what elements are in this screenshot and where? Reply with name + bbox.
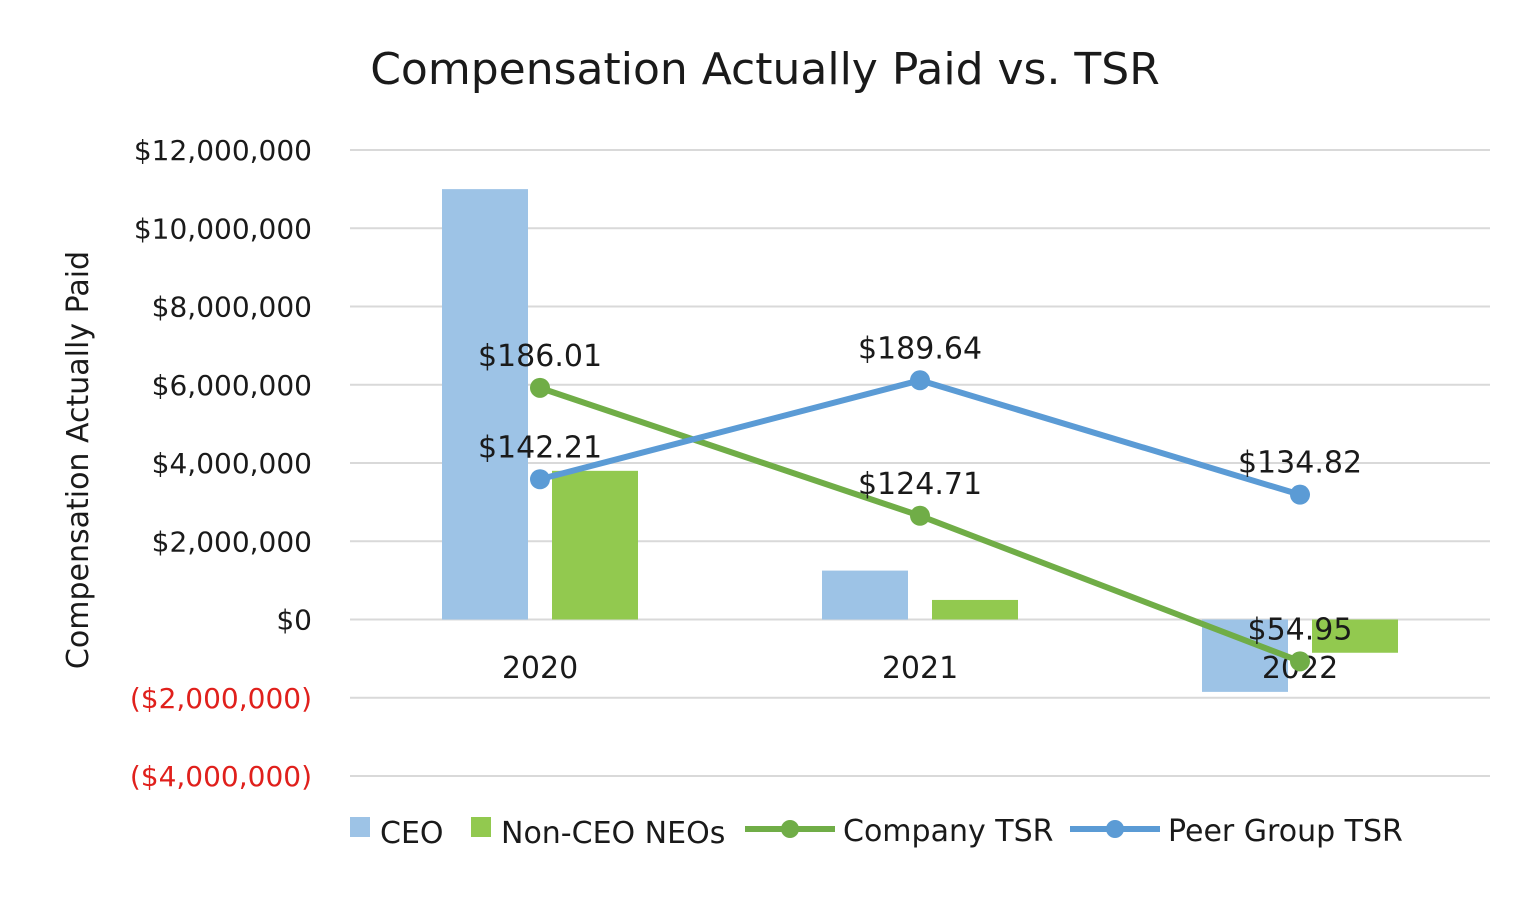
data-label-peer-group-tsr-2022: $134.82 <box>1238 446 1362 481</box>
y-tick-label: $8,000,000 <box>152 291 312 324</box>
bar-ceo-2020 <box>442 189 528 620</box>
point-company-tsr-2020 <box>530 377 550 398</box>
y-tick-label: $2,000,000 <box>152 525 312 558</box>
bar-ceo-2021 <box>822 570 908 620</box>
data-label-company-tsr-2020: $186.01 <box>478 339 602 374</box>
legend-label-non-ceo-neos: Non-CEO NEOs <box>501 816 725 851</box>
bars <box>442 189 1398 692</box>
y-axis-ticks: $12,000,000 $10,000,000 $8,000,000 $6,000,0… <box>130 134 312 793</box>
data-label-peer-group-tsr-2020: $142.21 <box>478 430 602 465</box>
legend-marker-company-tsr <box>781 820 799 838</box>
bar-non-ceo-neos-2022 <box>1312 619 1398 653</box>
x-tick-label: 2021 <box>882 651 958 686</box>
y-tick-label: ($2,000,000) <box>130 682 312 715</box>
data-label-peer-group-tsr-2021: $189.64 <box>858 331 982 366</box>
y-tick-label: $6,000,000 <box>152 369 312 402</box>
legend-swatch-non-ceo-neos <box>471 817 491 837</box>
legend: CEO Non-CEO NEOs Company TSR Peer Group TSR <box>350 814 1403 851</box>
data-label-company-tsr-2021: $124.71 <box>858 467 982 502</box>
y-tick-label: $10,000,000 <box>134 212 312 245</box>
legend-label-peer-group-tsr: Peer Group TSR <box>1168 814 1403 849</box>
chart-title: Compensation Actually Paid vs. TSR <box>370 44 1160 95</box>
y-tick-label: $0 <box>276 604 312 637</box>
point-company-tsr-2022 <box>1290 651 1310 672</box>
lines <box>530 370 1310 672</box>
y-tick-label: ($4,000,000) <box>130 760 312 793</box>
bar-non-ceo-neos-2020 <box>552 470 638 620</box>
point-peer-group-tsr-2020 <box>530 469 550 490</box>
legend-label-company-tsr: Company TSR <box>843 814 1053 849</box>
y-tick-label: $4,000,000 <box>152 447 312 480</box>
y-axis-label: Compensation Actually Paid <box>61 251 96 669</box>
data-labels: $186.01 $124.71 $54.95 $142.21 $189.64 $134.8… <box>478 331 1362 647</box>
data-label-company-tsr-2022: $54.95 <box>1248 612 1353 647</box>
point-peer-group-tsr-2021 <box>910 370 930 391</box>
point-company-tsr-2021 <box>910 505 930 526</box>
point-peer-group-tsr-2022 <box>1290 484 1310 505</box>
legend-marker-peer-group-tsr <box>1106 820 1124 838</box>
bar-non-ceo-neos-2021 <box>932 599 1018 620</box>
x-axis-ticks: 202020212022 <box>502 651 1338 686</box>
x-tick-label: 2020 <box>502 651 578 686</box>
legend-label-ceo: CEO <box>380 816 444 851</box>
legend-swatch-ceo <box>350 817 370 837</box>
y-tick-label: $12,000,000 <box>134 134 312 167</box>
